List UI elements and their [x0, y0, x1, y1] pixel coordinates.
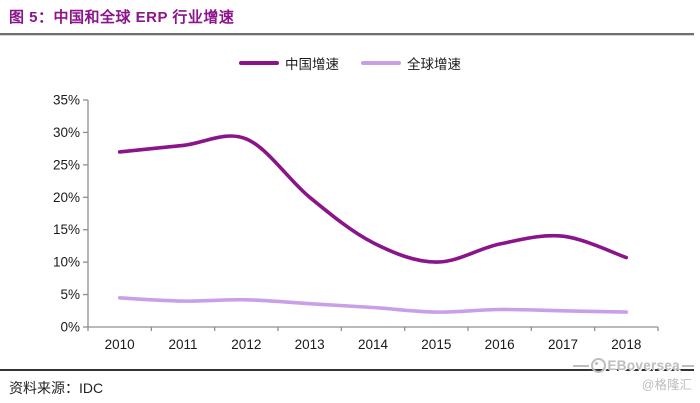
- x-axis-label: 2017: [548, 337, 578, 352]
- watermark-row: EBoversea: [534, 358, 694, 373]
- series-line-global: [117, 296, 629, 314]
- y-axis-tick-label: 35%: [53, 93, 80, 108]
- y-axis-tick-label: 30%: [53, 125, 80, 140]
- legend-item-global: 全球增速: [361, 53, 461, 73]
- watermark-dash-icon: [682, 364, 694, 367]
- x-axis-label: 2018: [611, 337, 641, 352]
- x-axis-label: 2015: [421, 337, 451, 352]
- source-value: IDC: [79, 380, 104, 396]
- source-note: 资料来源：IDC: [9, 378, 103, 398]
- x-axis-label: 2010: [105, 337, 135, 352]
- y-axis-tick-label: 5%: [60, 287, 80, 302]
- chart-legend: 中国增速 全球增速: [0, 53, 700, 73]
- y-axis-tick-label: 10%: [53, 255, 80, 270]
- title-divider: [0, 33, 694, 35]
- legend-label-global: 全球增速: [407, 57, 461, 72]
- y-axis-tick-label: 0%: [60, 320, 80, 335]
- legend-label-china: 中国增速: [285, 57, 339, 72]
- watermark-brand: EBoversea: [607, 358, 680, 373]
- legend-item-china: 中国增速: [239, 53, 339, 73]
- watermark: EBoversea @格隆汇: [534, 358, 694, 393]
- y-axis-tick-label: 15%: [53, 222, 80, 237]
- y-axis-tick-label: 20%: [53, 190, 80, 205]
- source-label: 资料来源：: [9, 382, 79, 397]
- watermark-dash-icon: [572, 364, 589, 367]
- x-axis-label: 2012: [231, 337, 261, 352]
- global-line-swatch-icon: [361, 61, 401, 65]
- watermark-handle: @格隆汇: [641, 378, 692, 392]
- china-line-swatch-icon: [239, 61, 279, 65]
- eboversea-logo-icon: [590, 358, 606, 373]
- series-line-china: [117, 134, 629, 264]
- x-axis-label: 2016: [485, 337, 515, 352]
- y-axis-tick-label: 25%: [53, 157, 80, 172]
- axis-lines: [87, 100, 658, 328]
- x-axis-label: 2011: [168, 337, 197, 352]
- footer-divider: [0, 369, 694, 371]
- x-axis-label: 2014: [358, 337, 389, 352]
- x-axis-label: 2013: [295, 337, 325, 352]
- figure-title: 图 5：中国和全球 ERP 行业增速: [9, 9, 235, 26]
